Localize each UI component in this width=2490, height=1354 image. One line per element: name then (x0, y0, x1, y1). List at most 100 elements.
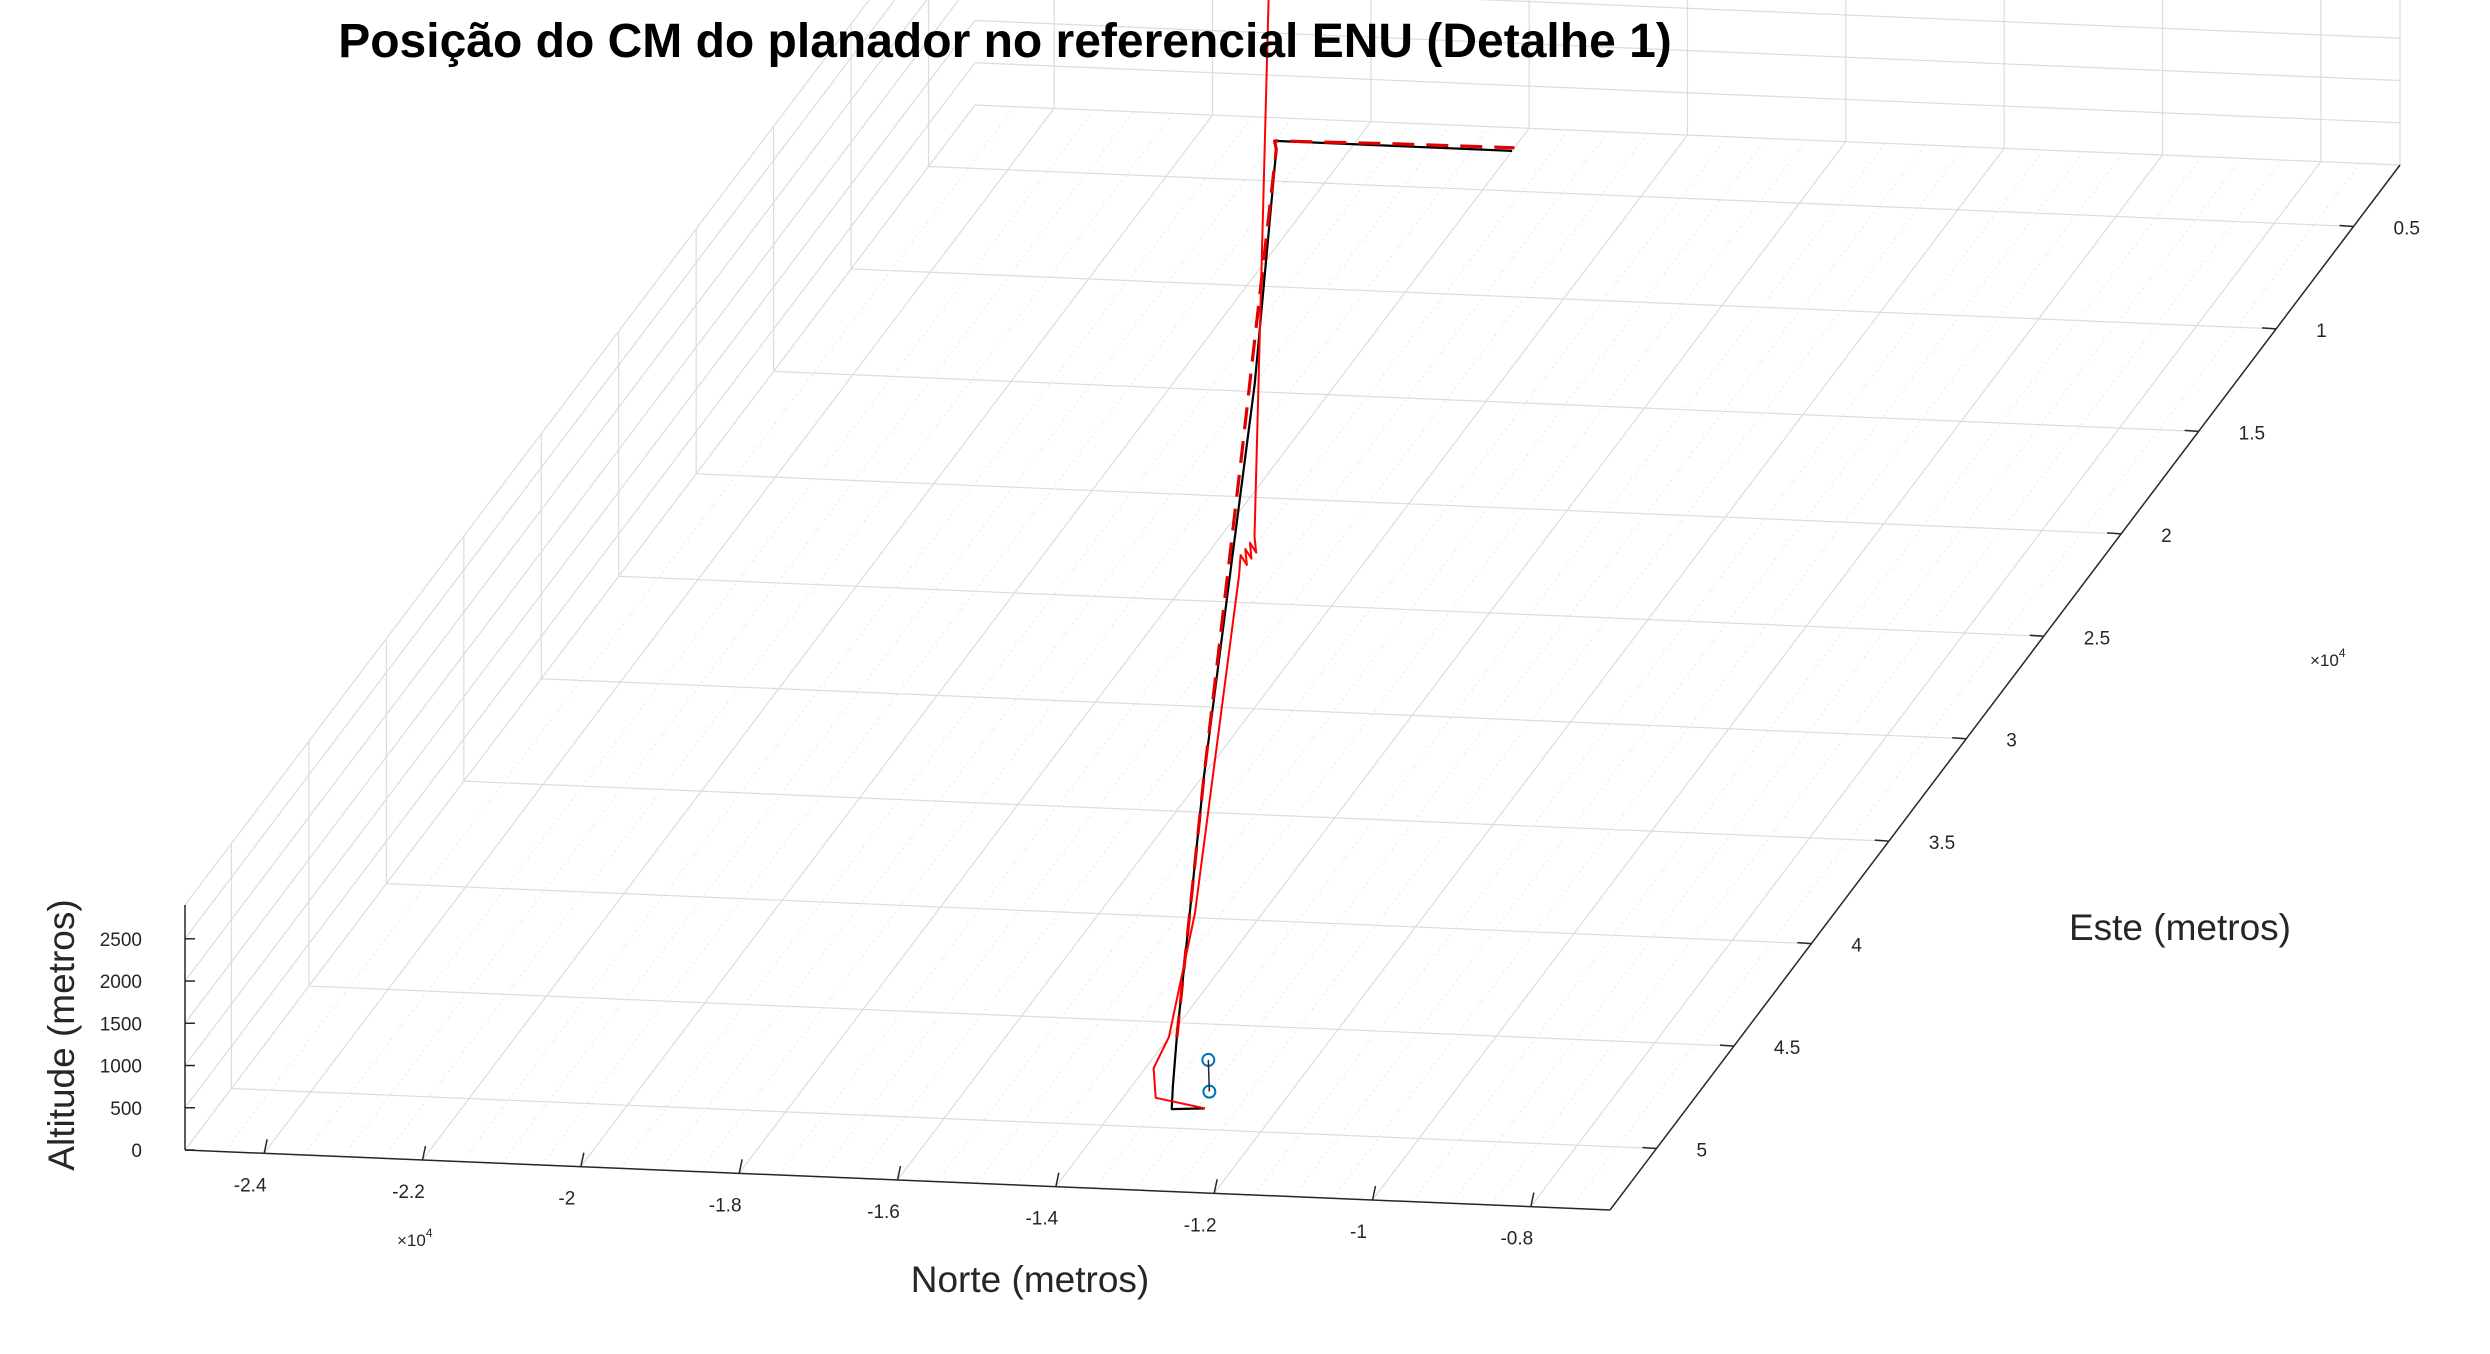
x-tick-mark (1371, 1185, 1377, 1201)
series-line-red-solid (1152, 0, 1270, 1110)
x-tick-label: -0.8 (1500, 1229, 1533, 1250)
floor-minor-grid-x (382, 113, 1174, 1159)
floor-minor-grid-x (1253, 149, 2045, 1196)
x-tick-label: -1.6 (867, 1202, 900, 1223)
box-edge (184, 0, 870, 906)
floor-grid-line-y (308, 985, 1734, 1047)
z-axis-label: Altitude (metros) (41, 899, 82, 1170)
floor-grid-line-y (773, 370, 2199, 432)
floor-minor-grid-x (1015, 139, 1807, 1186)
y-tick-mark (2107, 532, 2122, 535)
x-tick-label: -1 (1350, 1222, 1367, 1243)
x-tick-label: -1.2 (1184, 1215, 1217, 1236)
floor-minor-grid-x (1490, 159, 2282, 1206)
floor-grid-line-x (263, 107, 1055, 1154)
y-tick-mark (2184, 429, 2199, 433)
left-wall-grid-line (184, 62, 976, 1109)
back-wall-grid-line (1476, 0, 2401, 39)
floor-grid-line-x (1055, 141, 1847, 1188)
floor-grid-line-x (738, 127, 1530, 1174)
floor-minor-grid-x (342, 111, 1134, 1157)
x-axis-multiplier: ×104 (397, 1226, 433, 1250)
floor-grid-line-y (928, 165, 2354, 228)
left-wall-grid-line (184, 0, 896, 940)
data-markers (1201, 1052, 1217, 1099)
floor-minor-grid-x (303, 109, 1095, 1156)
x-tick-mark (1213, 1179, 1218, 1194)
floor-grid-line-x (422, 114, 1213, 1161)
chart-title: Posição do CM do planador no referencial… (338, 15, 1672, 68)
back-wall-grid-line (974, 104, 2401, 166)
floor-minor-grid-x (224, 106, 1015, 1152)
left-wall-grid-line (184, 20, 976, 1066)
y-axis-multiplier: ×104 (2310, 646, 2346, 670)
floor-minor-grid-x (857, 133, 1649, 1179)
x-tick-label: -2.4 (234, 1175, 267, 1196)
y-tick-label: 5 (1696, 1141, 1707, 1162)
axes-grid (184, 0, 2401, 1211)
x-multiplier-base: ×10 (397, 1231, 426, 1250)
floor-minor-grid-x (540, 119, 1332, 1166)
back-wall-grid-line (974, 19, 2401, 82)
floor-grid-line-y (231, 1087, 1657, 1150)
floor-minor-grid-x (699, 126, 1490, 1172)
floor-grid-line-y (386, 883, 1812, 945)
tick-labels: -2.4 -2.2 -2 -1.8 -1.6 -1.4 -1.2 -1 -0.8 0.5 1 1.5 2… (100, 218, 2420, 1249)
floor-grid-line-x (1372, 154, 2163, 1201)
y-tick-label: 4.5 (1774, 1038, 1800, 1059)
left-wall-grid-line (184, 0, 960, 1024)
x-axis-label: Norte (metros) (911, 1259, 1149, 1300)
y-tick-label: 1.5 (2239, 423, 2265, 444)
x-tick-mark (1530, 1192, 1535, 1207)
axes-lines (184, 164, 2401, 1211)
floor-minor-grid-x (778, 129, 1570, 1176)
left-wall-grid-line (184, 0, 928, 982)
floor-minor-grid-x (501, 118, 1293, 1164)
z-tick-label: 2000 (100, 972, 142, 993)
floor-grid-line-y (463, 780, 1889, 842)
x-tick-label: -2.2 (392, 1182, 425, 1203)
x-tick-mark (263, 1139, 268, 1154)
floor-grid-line-x (1530, 161, 2322, 1208)
y-tick-label: 3.5 (1929, 833, 1955, 854)
floor-grid-line-x (580, 121, 1372, 1168)
y-multiplier-base: ×10 (2310, 651, 2339, 670)
x-tick-mark (1055, 1172, 1060, 1187)
floor-minor-grid-x (1332, 153, 2124, 1199)
data-series (1152, 0, 1515, 1111)
floor-minor-grid-x (461, 116, 1253, 1162)
x-tick-label: -2 (558, 1189, 575, 1210)
y-tick-label: 4 (1851, 936, 1862, 957)
y-tick-label: 2.5 (2084, 628, 2110, 649)
floor-minor-grid-x (1411, 156, 2203, 1202)
y-axis-line (1609, 164, 2401, 1211)
x-tick-mark (421, 1145, 427, 1161)
x-tick-label: -1.4 (1025, 1209, 1058, 1230)
floor-grid-line-y (541, 678, 1967, 740)
floor-minor-grid-x (1570, 163, 2361, 1209)
series-line-red-dashed (1175, 139, 1515, 1038)
y-multiplier-exponent: 4 (2339, 646, 2346, 660)
x-tick-label: -1.8 (709, 1195, 742, 1216)
z-tick-label: 1000 (100, 1057, 142, 1078)
floor-grid-line-x (897, 134, 1688, 1181)
floor-minor-grid-x (976, 138, 1768, 1184)
floor-minor-grid-x (659, 124, 1451, 1171)
floor-minor-grid-x (620, 123, 1411, 1169)
floor-minor-grid-x (1174, 146, 1965, 1192)
z-tick-label: 500 (110, 1099, 142, 1120)
floor-minor-grid-x (1292, 151, 2084, 1197)
y-tick-mark (2262, 327, 2277, 330)
marker-connector (1207, 1059, 1211, 1092)
y-tick-mark (1874, 839, 1889, 842)
floor-grid-line-y (696, 473, 2122, 535)
y-tick-label: 0.5 (2394, 218, 2420, 239)
floor-grid-line-y (851, 268, 2277, 330)
floor-minor-grid-x (1095, 143, 1886, 1189)
x-multiplier-exponent: 4 (426, 1226, 433, 1240)
floor-grid-line-x (1213, 147, 2005, 1194)
y-tick-mark (1952, 736, 1967, 740)
y-tick-mark (2339, 224, 2354, 228)
floor-minor-grid-x (1134, 144, 1926, 1191)
